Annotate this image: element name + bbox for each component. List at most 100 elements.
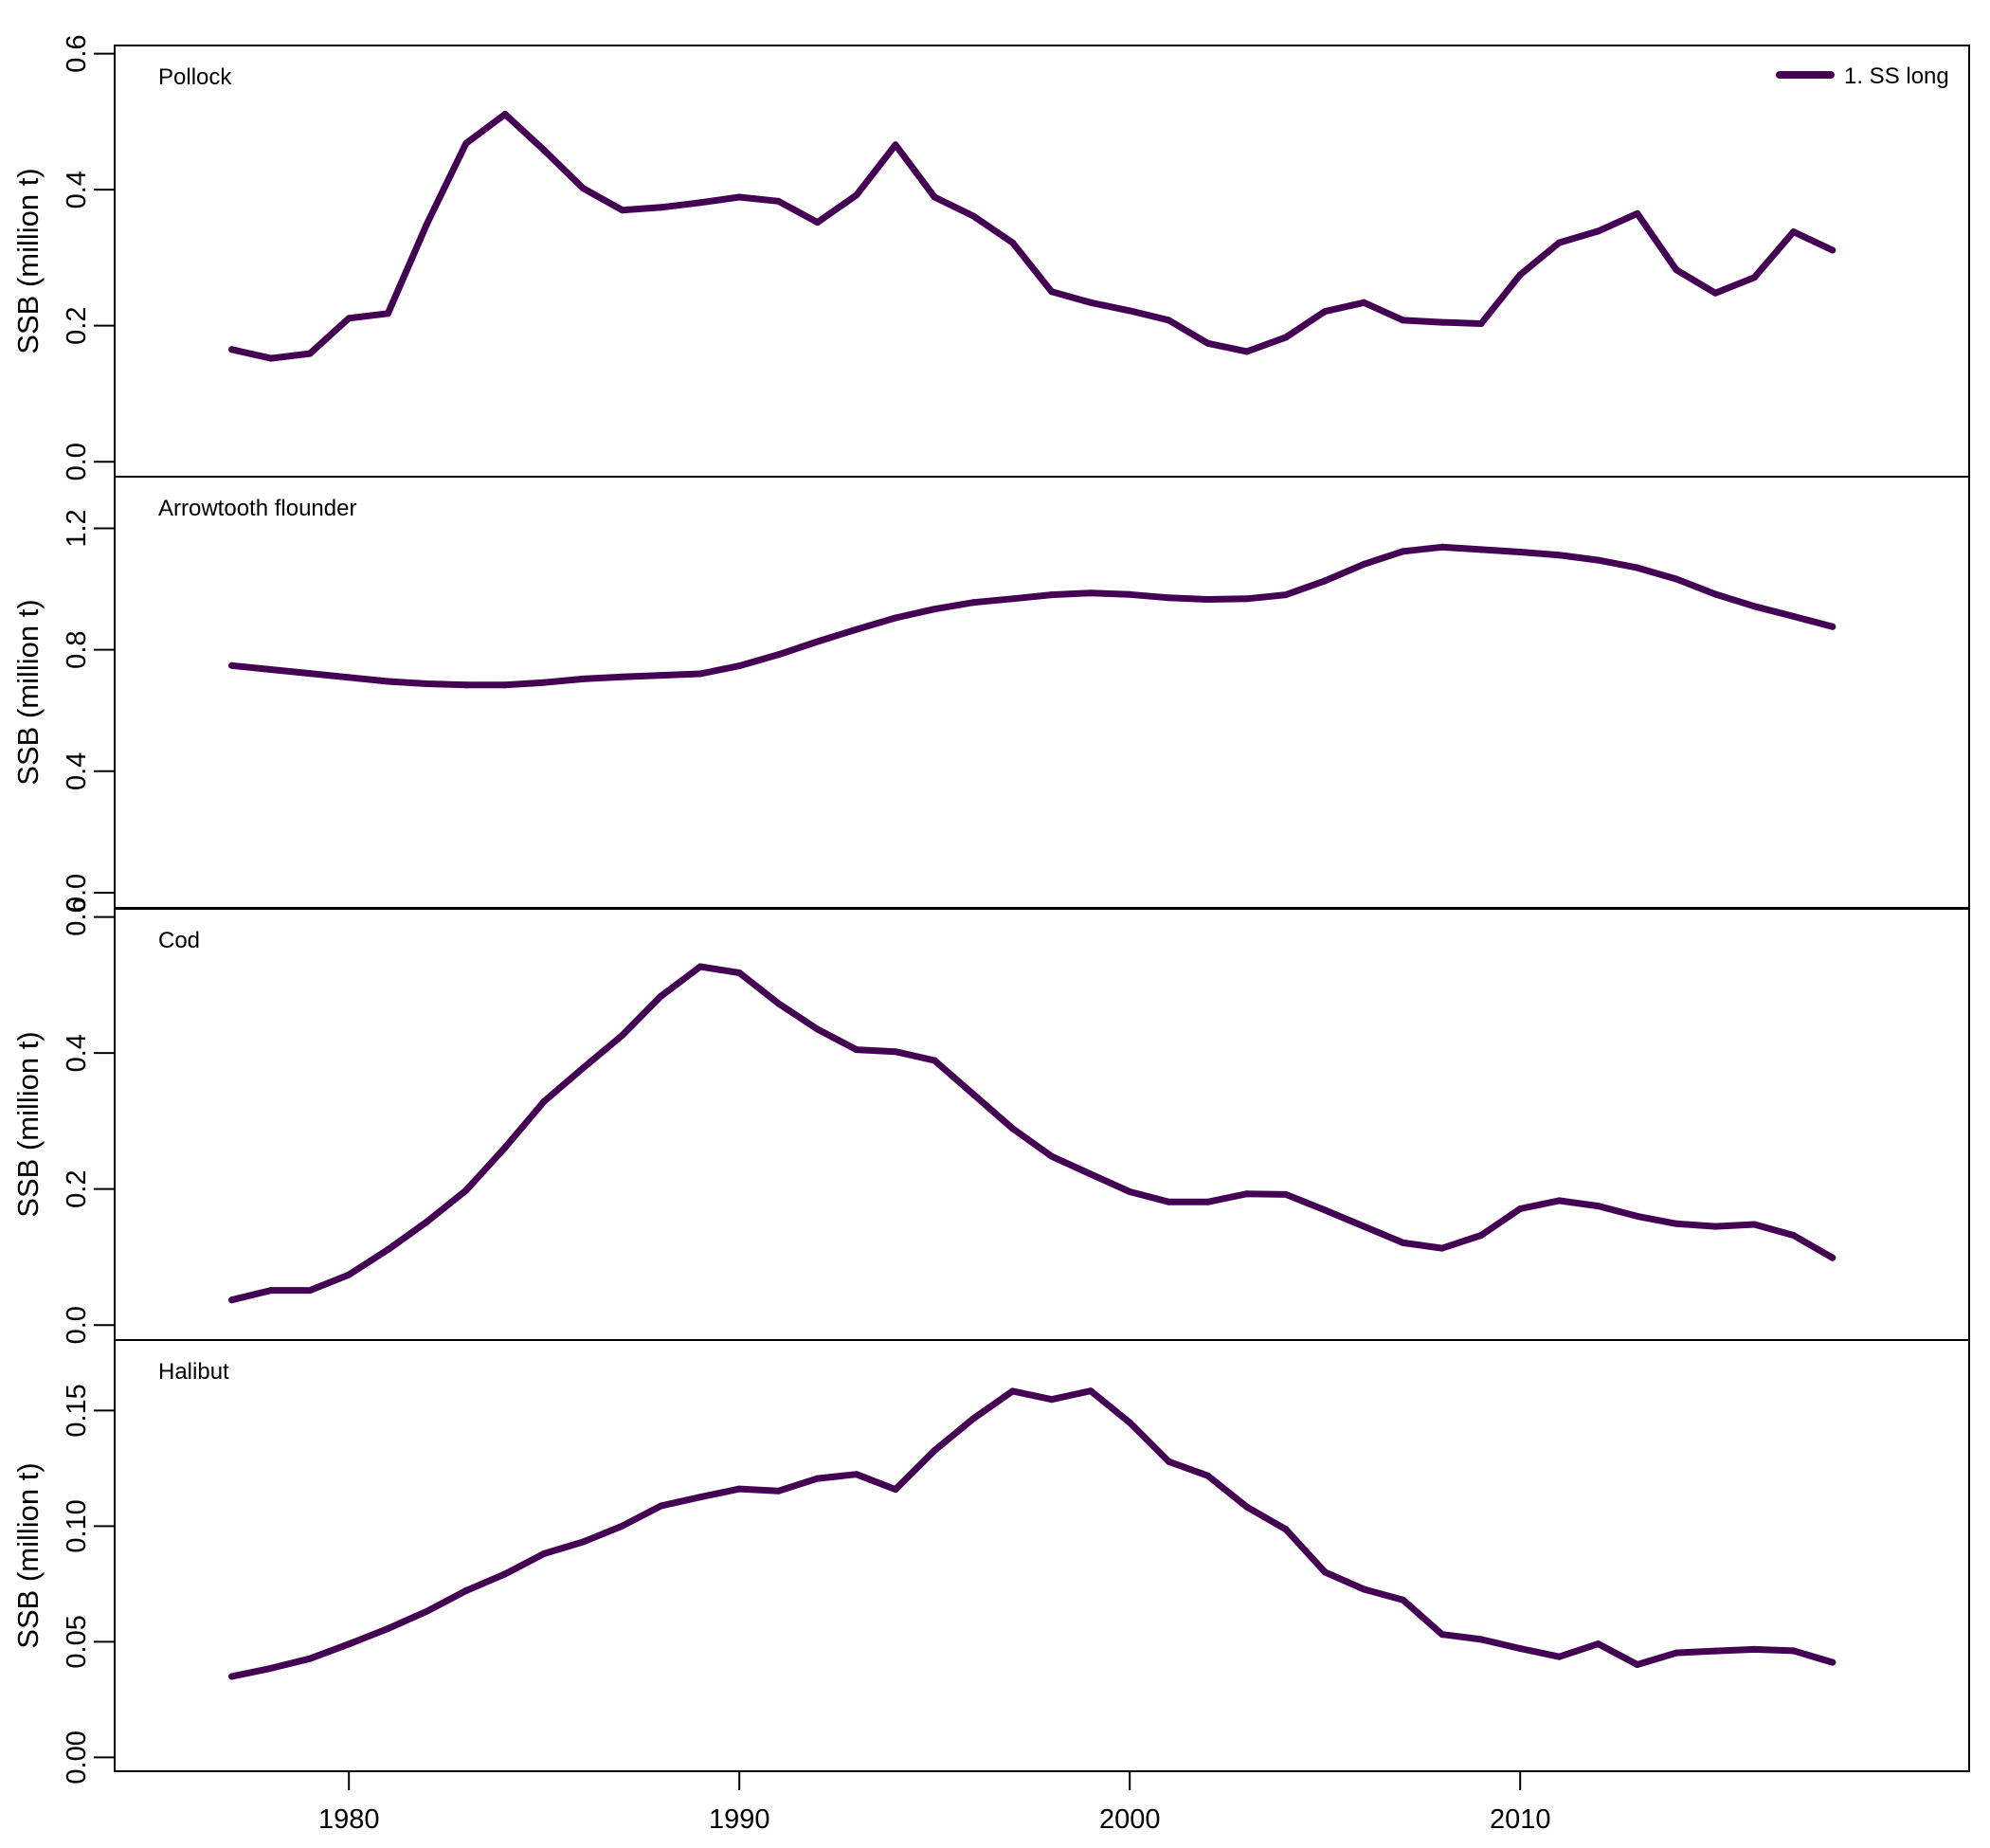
panel-label: Arrowtooth flounder [158, 496, 356, 521]
data-point [814, 638, 822, 645]
data-point [1829, 623, 1836, 630]
data-point [1204, 1472, 1212, 1479]
data-point [1750, 1645, 1758, 1653]
data-point [1400, 548, 1407, 555]
data-point [1673, 266, 1680, 274]
data-point [462, 139, 470, 147]
data-point [424, 220, 431, 227]
panel-arrowtooth-flounder: 0.0 0.4 0.8 1.2 SSB (million t) Arrowtooth fl… [11, 476, 1970, 912]
data-point [1360, 299, 1367, 306]
data-point [1087, 589, 1094, 597]
data-point [1009, 1387, 1017, 1395]
data-point [1634, 564, 1641, 571]
data-point [696, 963, 704, 970]
data-point [306, 1655, 314, 1662]
data-point [228, 1673, 236, 1680]
data-point [1750, 274, 1758, 281]
data-point [1438, 1244, 1446, 1252]
panels: 0.0 0.2 0.4 0.6 SSB (million t) Pollock 0.0 0.4… [11, 34, 1970, 1785]
data-point [267, 666, 275, 673]
data-point [1282, 1526, 1290, 1533]
data-point [1555, 1653, 1563, 1660]
y-tick-label: 0.0 [62, 1306, 92, 1344]
data-point [696, 1494, 704, 1501]
data-point [1829, 1658, 1836, 1666]
data-point [735, 662, 743, 670]
data-point [579, 185, 587, 192]
data-point [1087, 1170, 1094, 1178]
panel-frame [114, 908, 1970, 1341]
data-point [931, 1057, 938, 1064]
data-point [1360, 1585, 1367, 1593]
data-point [306, 670, 314, 678]
data-point [735, 969, 743, 976]
data-point [1126, 307, 1133, 315]
data-point [1634, 1212, 1641, 1220]
data-point [1673, 1649, 1680, 1657]
y-axis-title: SSB (million t) [11, 168, 45, 353]
data-point [228, 661, 236, 669]
data-point [579, 1064, 587, 1072]
data-point [853, 1046, 860, 1054]
y-tick-label: 0.8 [62, 630, 92, 668]
y-tick-label: 0.6 [62, 897, 92, 935]
data-point [345, 315, 353, 322]
data-point [1126, 1188, 1133, 1195]
data-point [1360, 1223, 1367, 1230]
y-tick-label: 0.00 [62, 1730, 92, 1784]
data-points [228, 543, 1836, 689]
data-point [814, 1475, 822, 1482]
data-point [1048, 1396, 1056, 1404]
data-point [969, 212, 977, 220]
data-point [501, 681, 509, 689]
data-point [1634, 1661, 1641, 1668]
data-point [1243, 348, 1251, 355]
data-point [1673, 575, 1680, 583]
data-point [345, 1640, 353, 1648]
data-point [969, 1415, 977, 1422]
data-point [462, 1587, 470, 1594]
data-point [462, 1187, 470, 1194]
y-tick-label: 0.2 [62, 307, 92, 345]
y-tick-label: 0.2 [62, 1170, 92, 1208]
data-point [1048, 288, 1056, 296]
panel-label: Halibut [158, 1359, 229, 1385]
data-point [658, 672, 665, 679]
data-point [931, 1447, 938, 1455]
data-point [1790, 1647, 1798, 1655]
legend-label: 1. SS long [1844, 63, 1949, 89]
data-point [735, 193, 743, 201]
data-point [1126, 590, 1133, 598]
data-point [1048, 1152, 1056, 1160]
data-point [619, 207, 626, 214]
data-point [1126, 1419, 1133, 1426]
data-point [1087, 1387, 1094, 1395]
data-point [814, 219, 822, 226]
data-point [1009, 595, 1017, 603]
data-point [774, 651, 782, 659]
series-line [228, 543, 1836, 689]
data-point [1048, 591, 1056, 599]
data-point [1555, 239, 1563, 246]
data-point [774, 197, 782, 205]
series-line [228, 1387, 1836, 1680]
x-tick-label: 2000 [1099, 1804, 1161, 1835]
data-point [1009, 239, 1017, 246]
data-point [384, 678, 391, 685]
data-point [1477, 1636, 1485, 1643]
legend: 1. SS long [1776, 63, 1949, 89]
data-point [774, 1000, 782, 1007]
data-point [1009, 1125, 1017, 1132]
data-point [1516, 549, 1524, 555]
data-point [306, 350, 314, 357]
y-tick-label: 1.2 [62, 509, 92, 547]
panel-pollock: 0.0 0.2 0.4 0.6 SSB (million t) Pollock [11, 34, 1970, 480]
data-point [384, 1246, 391, 1254]
data-point [619, 1522, 626, 1530]
data-point [540, 147, 548, 154]
data-point [501, 111, 509, 118]
data-point [579, 1538, 587, 1546]
data-point [228, 1296, 236, 1304]
y-tick-label: 0.0 [62, 443, 92, 480]
panel-frame [114, 45, 1970, 478]
